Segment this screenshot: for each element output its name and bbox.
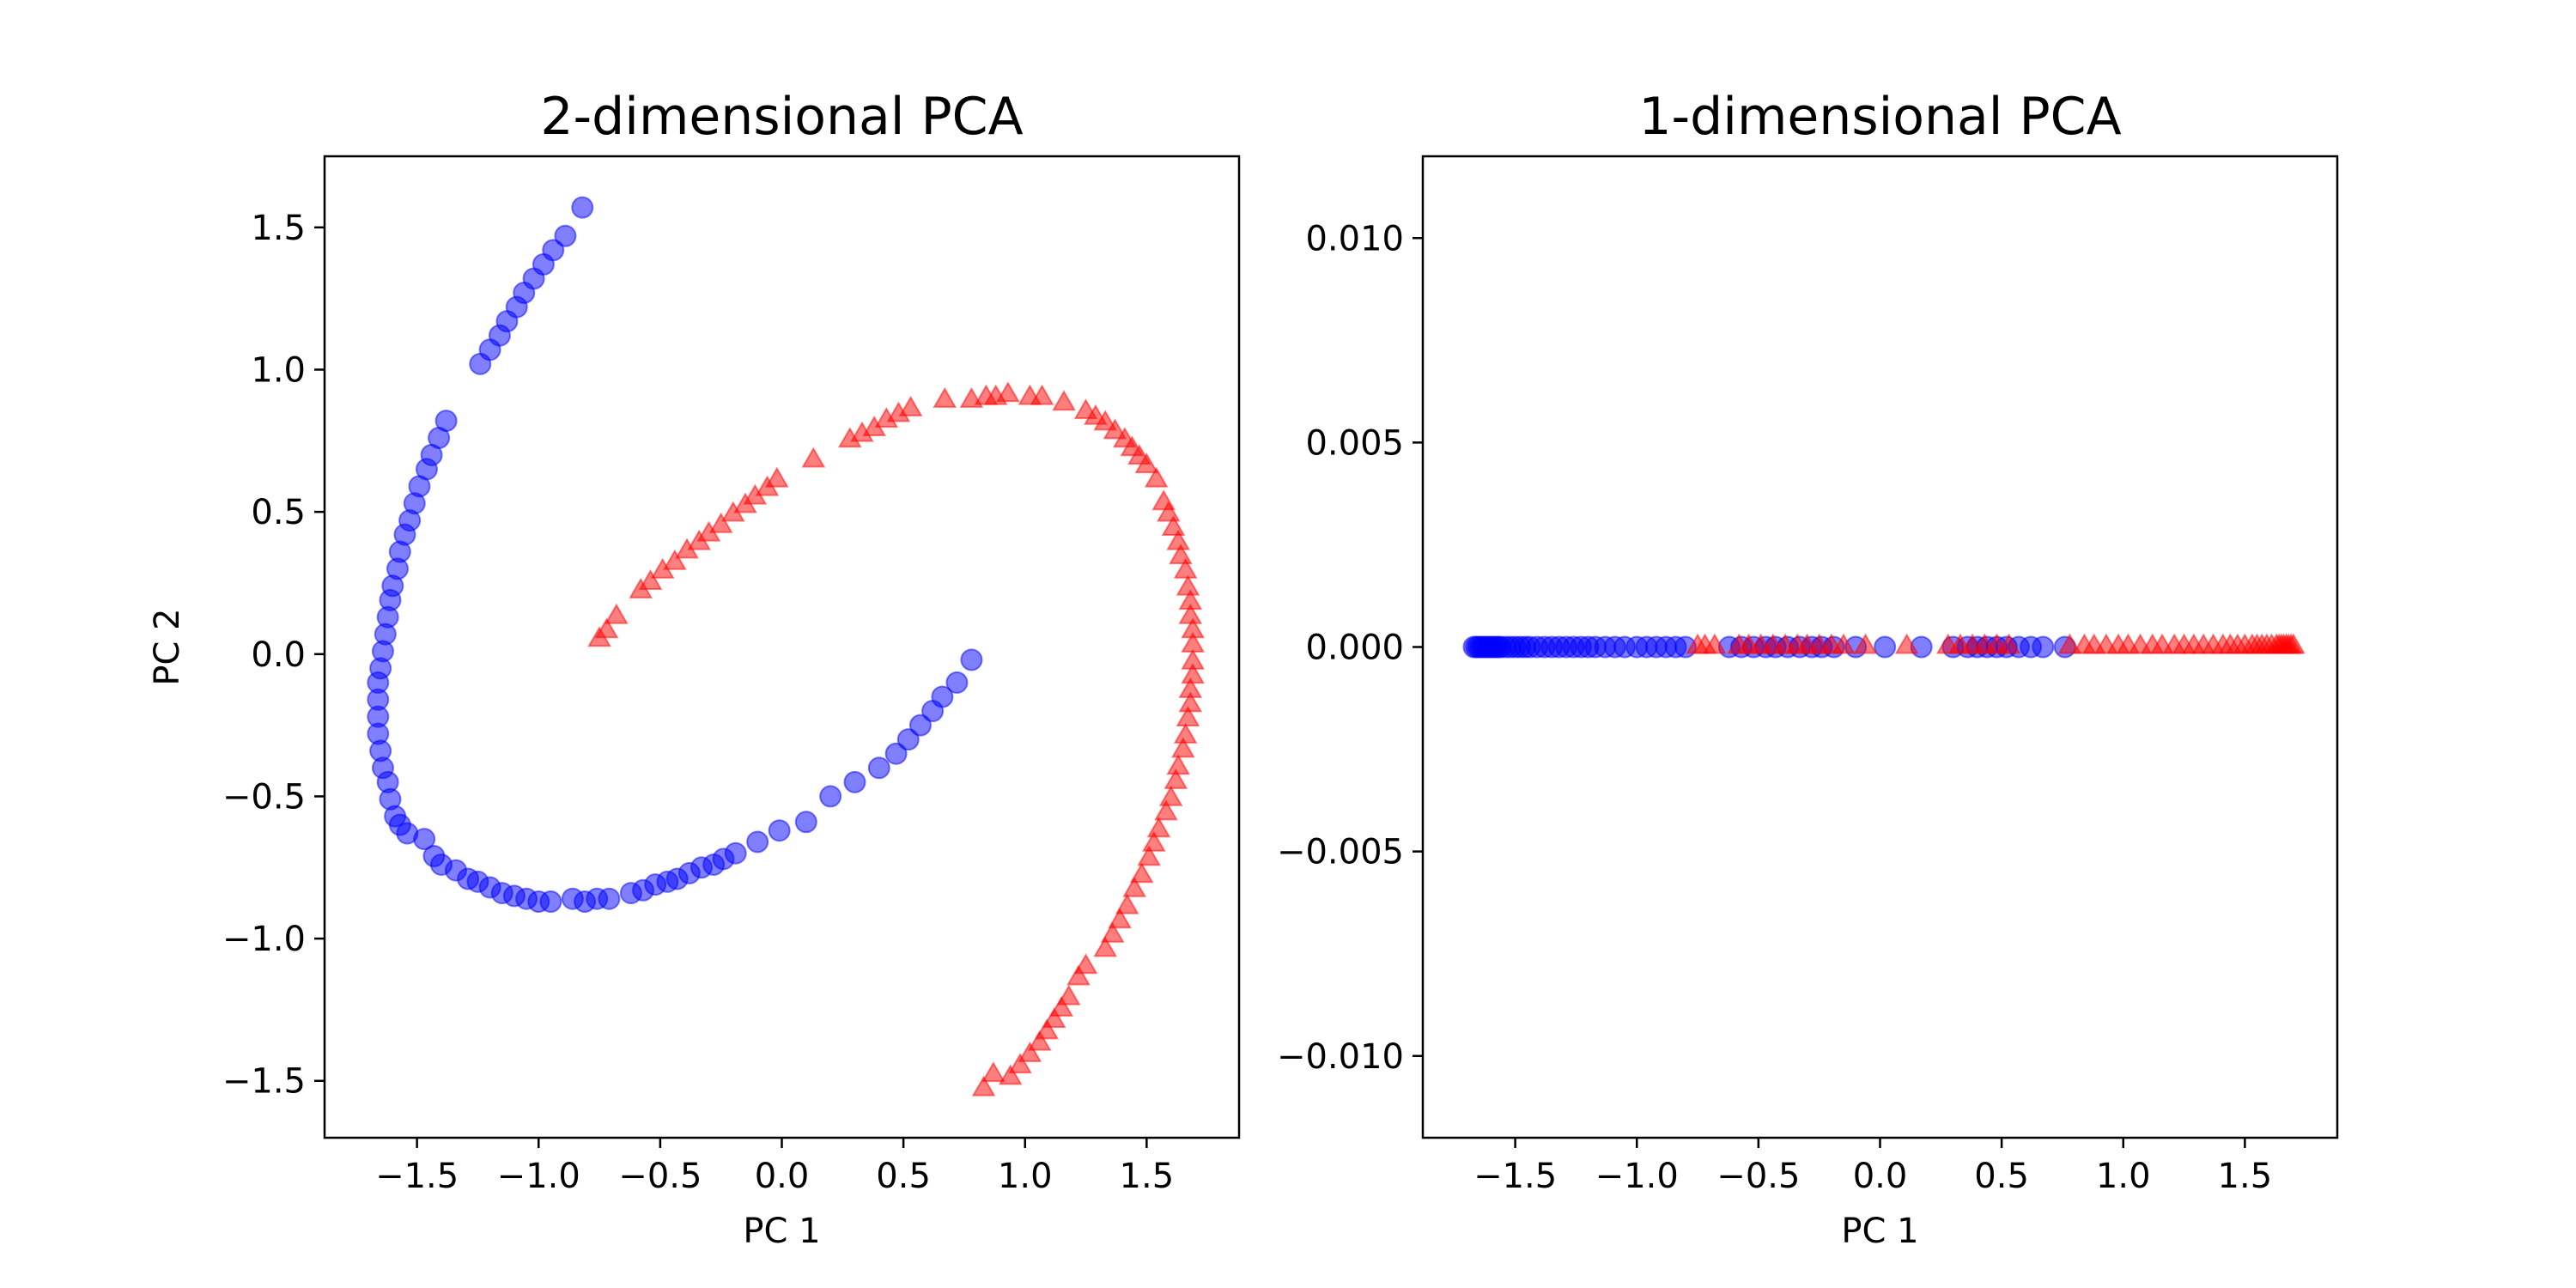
triangle-point [1170, 737, 1195, 758]
x-tick-label: 0.0 [755, 1157, 810, 1196]
x-tick-label: −1.5 [375, 1157, 459, 1196]
y-tick-label: 0.005 [1305, 423, 1404, 463]
triangle-point [998, 1064, 1023, 1085]
triangle-point [1832, 633, 1856, 654]
x-tick-label: 1.5 [2218, 1157, 2273, 1196]
triangle-point [2281, 633, 2306, 654]
x-axis-label: PC 1 [1841, 1212, 1918, 1251]
x-tick-label: 1.5 [1120, 1157, 1175, 1196]
triangle-point [1066, 964, 1091, 986]
x-tick-label: −0.5 [1716, 1157, 1800, 1196]
chart-title: 2-dimensional PCA [540, 87, 1023, 147]
triangle-point [1027, 1030, 1052, 1051]
triangle-point [1144, 466, 1169, 488]
triangle-point [1163, 768, 1188, 789]
triangle-point [1703, 633, 1727, 654]
circle-point [554, 224, 577, 247]
circle-point [896, 728, 920, 751]
circle-point [908, 714, 932, 737]
triangle-point [1173, 557, 1198, 579]
circle-point [794, 811, 817, 834]
triangle-point [1108, 908, 1133, 929]
y-tick-label: 1.0 [251, 350, 306, 390]
y-tick-label: 0.000 [1305, 629, 1404, 668]
triangle-point [1137, 845, 1162, 866]
triangle-point [971, 1075, 996, 1097]
circle-point [598, 887, 621, 910]
triangle-point [1894, 633, 1919, 654]
x-axis-label: PC 1 [743, 1212, 820, 1251]
y-tick-label: −0.5 [222, 777, 306, 817]
x-tick-label: 0.5 [876, 1157, 931, 1196]
y-axis-label: PC 2 [148, 608, 187, 685]
triangle-point [708, 512, 733, 533]
x-tick-label: −1.5 [1473, 1157, 1557, 1196]
y-tick-label: 0.5 [251, 493, 306, 532]
triangle-point [1100, 921, 1125, 943]
circle-point [2032, 635, 2055, 659]
circle-point [571, 196, 594, 219]
circle-point [819, 785, 842, 808]
circle-point [724, 841, 747, 865]
circle-point [746, 830, 769, 854]
triangle-point [663, 549, 687, 570]
triangle-point [1129, 862, 1154, 884]
x-tick-label: −1.0 [497, 1157, 580, 1196]
triangle-point [638, 568, 663, 590]
triangle-point [1093, 410, 1118, 431]
triangle-point [1115, 893, 1139, 914]
y-tick-label: −1.0 [222, 920, 306, 959]
x-tick-label: −1.0 [1595, 1157, 1679, 1196]
chart-title: 1-dimensional PCA [1638, 87, 2121, 147]
triangle-point [1154, 799, 1178, 821]
triangle-point [933, 386, 957, 408]
x-tick-label: 1.0 [2096, 1157, 2151, 1196]
triangle-point [1134, 453, 1159, 474]
circle-point [867, 756, 890, 780]
triangle-point [898, 395, 923, 416]
x-tick-label: 0.5 [1974, 1157, 2029, 1196]
triangle-point [981, 1061, 1005, 1083]
y-tick-label: −1.5 [222, 1062, 306, 1102]
x-tick-label: 1.0 [998, 1157, 1053, 1196]
y-tick-label: 1.5 [251, 209, 306, 248]
triangle-point [1008, 1053, 1032, 1074]
circle-point [960, 648, 983, 671]
triangle-point [1093, 936, 1118, 957]
circle-point [1874, 635, 1897, 659]
y-tick-label: −0.010 [1277, 1037, 1404, 1077]
circle-point [413, 828, 436, 851]
triangle-point [1030, 384, 1054, 405]
triangle-point [801, 447, 826, 468]
circle-point [843, 770, 866, 793]
circle-point [945, 671, 969, 694]
circle-point [469, 352, 492, 375]
triangle-point [2057, 633, 2082, 654]
triangle-point [1103, 418, 1127, 440]
circle-point [539, 890, 562, 914]
circle-point [884, 742, 908, 765]
data-markers [1462, 633, 2306, 659]
circle-point [768, 819, 791, 842]
data-markers [367, 196, 1206, 1097]
triangle-point [1052, 390, 1076, 411]
y-tick-label: −0.005 [1277, 833, 1404, 872]
x-tick-label: −0.5 [618, 1157, 702, 1196]
triangle-point [594, 617, 619, 639]
triangle-point [1176, 705, 1200, 726]
panel-1d-pca: −1.5 −1.0 −0.5 0.0 0.5 1.0 1.5 0.010 0.005 0.000 −… [1277, 87, 2339, 1251]
triangle-point [996, 381, 1020, 403]
triangle-point [1018, 1041, 1042, 1062]
triangle-point [1853, 633, 1878, 654]
triangle-point [764, 466, 789, 488]
panel-2d-pca: −1.5 −1.0 −0.5 0.0 0.5 1.0 1.5 −1.5 −1.0 −0.5 0.0 0… [148, 87, 1241, 1251]
y-tick-label: 0.0 [251, 635, 306, 675]
triangle-point [1996, 633, 2021, 654]
triangle-point [605, 603, 629, 624]
circle-point [931, 685, 954, 708]
x-tick-label: 0.0 [1853, 1157, 1908, 1196]
y-tick-label: 0.010 [1305, 219, 1404, 258]
triangle-point [1122, 876, 1147, 897]
